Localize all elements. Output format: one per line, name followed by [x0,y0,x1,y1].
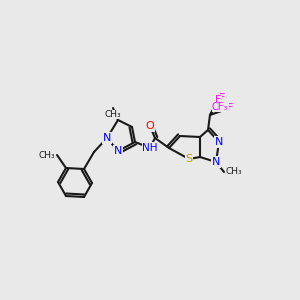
Text: N: N [212,157,220,167]
Text: CH₃: CH₃ [38,151,55,160]
Text: CH₃: CH₃ [226,167,243,176]
Text: F: F [219,93,225,103]
Text: NH: NH [142,143,158,153]
Text: N: N [215,137,223,147]
Text: F: F [227,103,233,113]
Text: N: N [103,133,111,143]
Text: N: N [114,146,122,156]
Text: S: S [185,154,193,164]
Text: CH₃: CH₃ [105,110,121,119]
Text: O: O [146,121,154,131]
Text: F: F [215,95,221,105]
Text: CF₃: CF₃ [212,102,228,112]
